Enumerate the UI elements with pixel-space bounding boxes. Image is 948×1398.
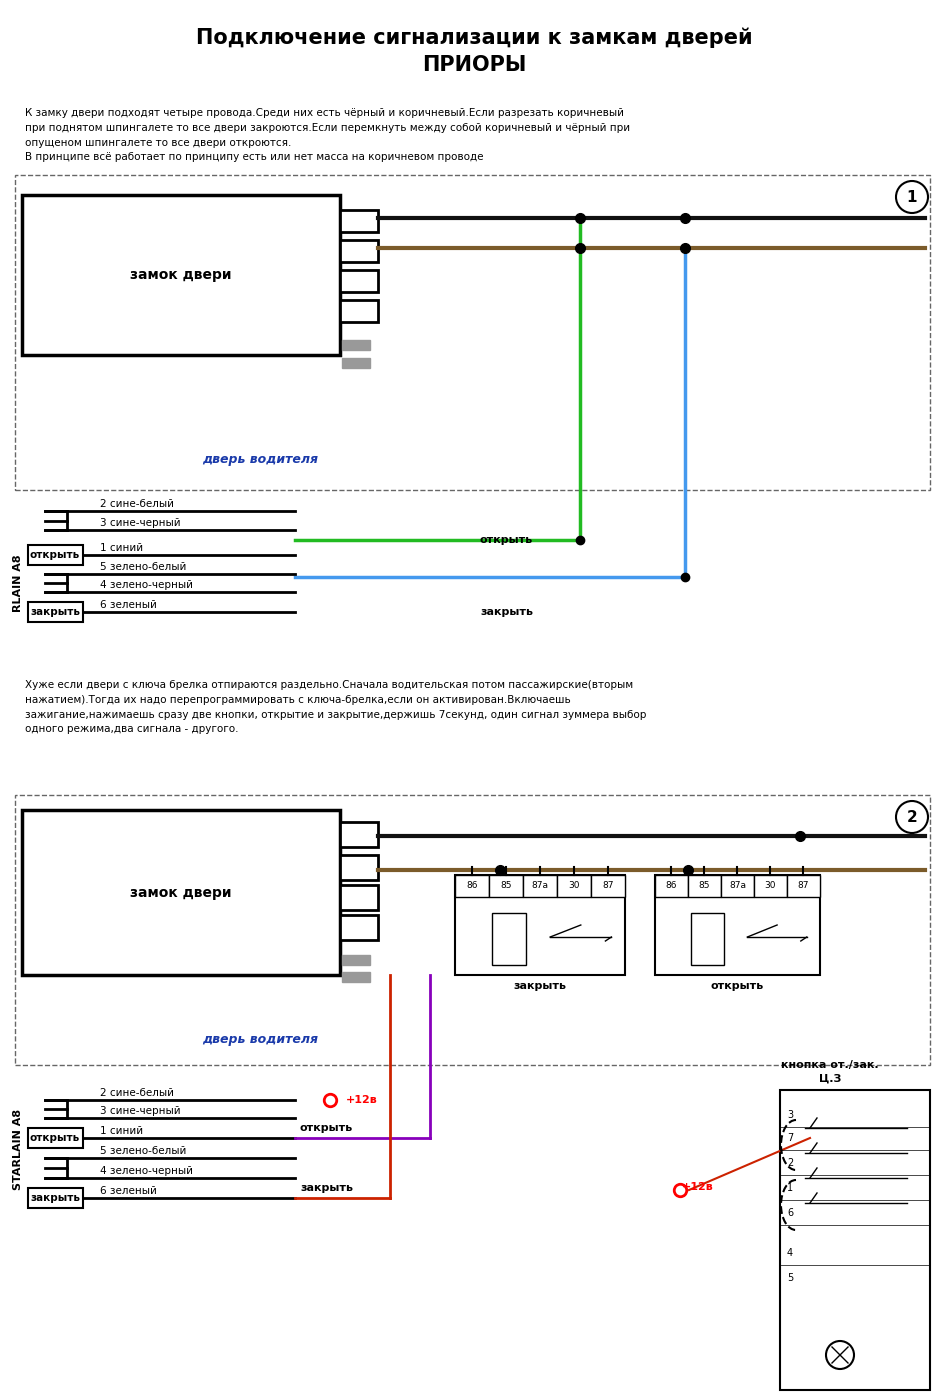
Text: 3 сине-черный: 3 сине-черный bbox=[100, 1106, 181, 1116]
Bar bbox=[340, 856, 378, 879]
Bar bbox=[780, 1090, 930, 1390]
Text: 3: 3 bbox=[787, 1110, 793, 1120]
Text: 6 зеленый: 6 зеленый bbox=[100, 600, 156, 610]
Text: К замку двери подходят четыре провода.Среди них есть чёрный и коричневый.Если ра: К замку двери подходят четыре провода.Ср… bbox=[25, 108, 630, 162]
Text: +12в: +12в bbox=[346, 1095, 377, 1104]
Bar bbox=[28, 603, 83, 622]
Circle shape bbox=[896, 801, 928, 833]
Text: ПРИОРЫ: ПРИОРЫ bbox=[422, 55, 526, 75]
Text: 87a: 87a bbox=[729, 882, 746, 891]
Bar bbox=[342, 358, 370, 368]
Text: закрыть: закрыть bbox=[300, 1183, 353, 1192]
Text: 86: 86 bbox=[665, 882, 677, 891]
Text: открыть: открыть bbox=[480, 535, 533, 545]
Text: закрыть: закрыть bbox=[30, 607, 80, 617]
Text: 1 синий: 1 синий bbox=[100, 542, 143, 554]
Bar bbox=[342, 972, 370, 981]
Bar bbox=[15, 175, 930, 491]
Bar bbox=[340, 885, 378, 910]
Text: 86: 86 bbox=[466, 882, 478, 891]
Text: кнопка от./зак.: кнопка от./зак. bbox=[781, 1060, 879, 1069]
Bar bbox=[655, 875, 820, 974]
Text: 1 синий: 1 синий bbox=[100, 1125, 143, 1137]
Bar bbox=[22, 194, 340, 355]
Text: Подключение сигнализации к замкам дверей: Подключение сигнализации к замкам дверей bbox=[195, 28, 753, 49]
Bar bbox=[22, 809, 340, 974]
Bar bbox=[721, 875, 754, 898]
Bar bbox=[340, 822, 378, 847]
Text: Ц.З: Ц.З bbox=[819, 1074, 841, 1083]
Bar bbox=[340, 301, 378, 322]
Text: дверь водителя: дверь водителя bbox=[202, 1033, 318, 1047]
Bar bbox=[28, 545, 83, 565]
Text: закрыть: закрыть bbox=[30, 1192, 80, 1204]
Bar bbox=[655, 875, 688, 898]
Bar bbox=[754, 875, 787, 898]
Bar bbox=[340, 270, 378, 292]
Bar bbox=[523, 875, 557, 898]
Text: закрыть: закрыть bbox=[480, 607, 533, 617]
Bar bbox=[787, 875, 820, 898]
Text: 5 зелено-белый: 5 зелено-белый bbox=[100, 562, 187, 572]
Bar bbox=[340, 916, 378, 939]
Text: 2 сине-белый: 2 сине-белый bbox=[100, 1088, 174, 1097]
Text: 1: 1 bbox=[787, 1183, 793, 1192]
Text: 2: 2 bbox=[906, 809, 918, 825]
Bar bbox=[691, 913, 724, 965]
Bar bbox=[489, 875, 523, 898]
Text: 87: 87 bbox=[798, 882, 810, 891]
Text: замок двери: замок двери bbox=[130, 885, 231, 899]
Bar bbox=[557, 875, 591, 898]
Bar bbox=[688, 875, 721, 898]
Text: 4: 4 bbox=[787, 1248, 793, 1258]
Text: открыть: открыть bbox=[711, 981, 764, 991]
Text: 3 сине-черный: 3 сине-черный bbox=[100, 519, 181, 528]
Bar bbox=[28, 1188, 83, 1208]
Bar bbox=[340, 210, 378, 232]
Bar bbox=[492, 913, 526, 965]
Bar bbox=[28, 1128, 83, 1148]
Text: 1: 1 bbox=[906, 190, 918, 204]
Circle shape bbox=[896, 180, 928, 212]
Text: 2 сине-белый: 2 сине-белый bbox=[100, 499, 174, 509]
Text: 30: 30 bbox=[765, 882, 776, 891]
Text: замок двери: замок двери bbox=[130, 268, 231, 282]
Text: 85: 85 bbox=[501, 882, 512, 891]
Text: 87a: 87a bbox=[532, 882, 549, 891]
Text: 87: 87 bbox=[602, 882, 613, 891]
Text: 85: 85 bbox=[699, 882, 710, 891]
Text: открыть: открыть bbox=[30, 549, 81, 561]
Text: 5 зелено-белый: 5 зелено-белый bbox=[100, 1146, 187, 1156]
Bar bbox=[591, 875, 625, 898]
Text: закрыть: закрыть bbox=[514, 981, 567, 991]
Text: дверь водителя: дверь водителя bbox=[202, 453, 318, 467]
Text: открыть: открыть bbox=[30, 1132, 81, 1144]
Text: Хуже если двери с ключа брелка отпираются раздельно.Сначала водительская потом п: Хуже если двери с ключа брелка отпираютс… bbox=[25, 679, 647, 734]
Text: STARLAIN A8: STARLAIN A8 bbox=[13, 1109, 23, 1190]
Text: 2: 2 bbox=[787, 1158, 793, 1167]
Bar bbox=[342, 955, 370, 965]
Text: 30: 30 bbox=[568, 882, 580, 891]
Text: RLAIN A8: RLAIN A8 bbox=[13, 554, 23, 612]
Bar bbox=[455, 875, 625, 974]
Bar bbox=[15, 795, 930, 1065]
Text: 4 зелено-черный: 4 зелено-черный bbox=[100, 580, 193, 590]
Text: +12в: +12в bbox=[682, 1181, 714, 1192]
Text: 4 зелено-черный: 4 зелено-черный bbox=[100, 1166, 193, 1176]
Text: 6: 6 bbox=[787, 1208, 793, 1218]
Text: 5: 5 bbox=[787, 1274, 793, 1283]
Text: 6 зеленый: 6 зеленый bbox=[100, 1186, 156, 1197]
Bar bbox=[455, 875, 489, 898]
Text: 7: 7 bbox=[787, 1132, 793, 1144]
Bar bbox=[342, 340, 370, 350]
Circle shape bbox=[826, 1341, 854, 1369]
Bar bbox=[340, 240, 378, 261]
Text: открыть: открыть bbox=[300, 1123, 354, 1132]
